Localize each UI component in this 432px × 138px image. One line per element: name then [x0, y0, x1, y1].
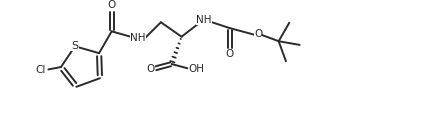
Text: S: S — [71, 41, 79, 51]
Text: O: O — [108, 0, 116, 10]
Text: O: O — [226, 49, 234, 59]
Text: NH: NH — [130, 33, 146, 43]
Text: O: O — [254, 29, 262, 39]
Text: NH: NH — [196, 15, 212, 25]
Text: Cl: Cl — [35, 65, 46, 75]
Text: OH: OH — [188, 63, 204, 74]
Text: O: O — [147, 63, 155, 74]
